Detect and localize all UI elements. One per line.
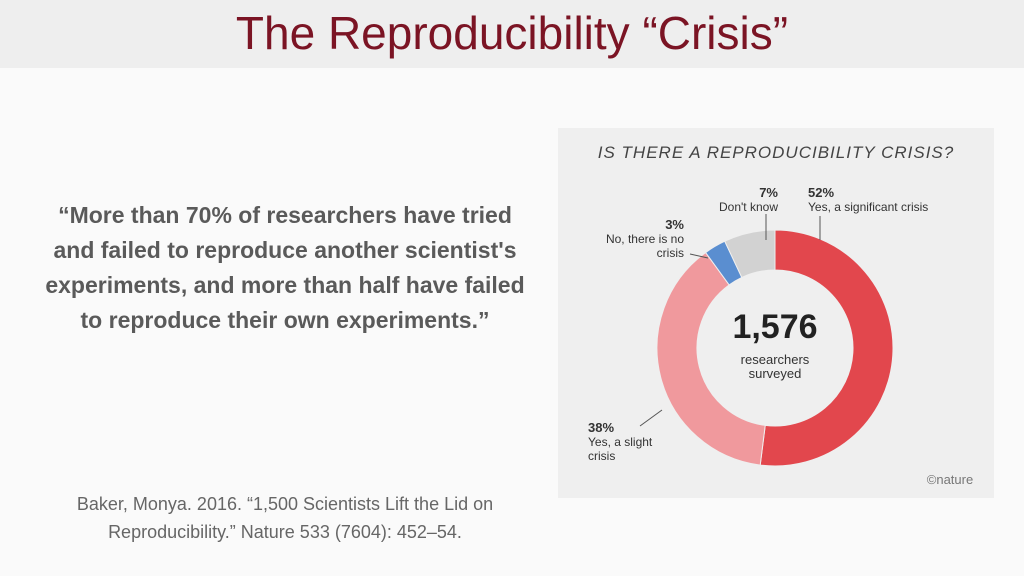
leader-lines xyxy=(639,214,821,427)
chart: IS THERE A REPRODUCIBILITY CRISIS? 1,576… xyxy=(598,143,973,487)
category-label: Yes, a significant crisis xyxy=(808,200,929,214)
center-number: 1,576 xyxy=(732,308,817,346)
value-label: 7% xyxy=(759,185,778,200)
slice-label: 38% Yes, a slight crisis xyxy=(588,420,670,464)
slice xyxy=(724,229,776,279)
slice xyxy=(656,251,766,466)
quote: “More than 70% of researchers have tried… xyxy=(45,202,525,333)
header-band xyxy=(0,0,1024,68)
value-label: 3% xyxy=(665,217,684,232)
value-label: 38% xyxy=(588,420,615,435)
slice xyxy=(759,229,894,467)
slice-label: 3% No, there is no crisis xyxy=(588,217,684,261)
category-label: Yes, a slight crisis xyxy=(588,435,653,463)
slide-title: The Reproducibility “Crisis” xyxy=(235,7,789,59)
slice-label: 52% Yes, a significant crisis xyxy=(808,185,948,215)
credit: ©nature xyxy=(927,472,973,487)
chart-panel: IS THERE A REPRODUCIBILITY CRISIS? 1,576… xyxy=(558,128,994,498)
center-text: researchers surveyed xyxy=(740,352,810,381)
category-label: No, there is no crisis xyxy=(605,232,684,260)
category-label: Don't know xyxy=(719,200,778,214)
chart-title: IS THERE A REPRODUCIBILITY CRISIS? xyxy=(598,143,954,162)
value-label: 52% xyxy=(808,185,835,200)
citation: Baker, Monya. 2016. “1,500 Scientists Li… xyxy=(76,494,494,542)
slice-label: 7% Don't know xyxy=(698,185,778,215)
